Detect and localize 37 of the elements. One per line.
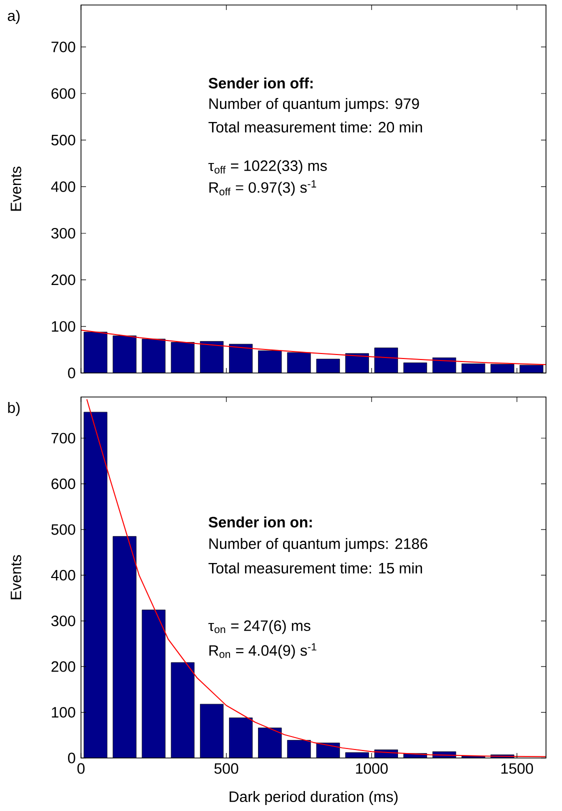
line-series bbox=[86, 398, 546, 758]
annotation: τ$_{on}$ = 247(6) ms bbox=[208, 620, 310, 634]
y-tick-label: 700 bbox=[52, 42, 76, 52]
chart-title: a) bbox=[8, 10, 20, 24]
y-tick-label: 400 bbox=[51, 570, 76, 581]
y-tick-label: 0 bbox=[68, 752, 76, 764]
y-tick-label: 500 bbox=[51, 524, 76, 535]
y-tick-label: 300 bbox=[51, 228, 76, 239]
x-tick-label: 1500 bbox=[501, 763, 534, 774]
y-tick-label: 500 bbox=[51, 134, 76, 146]
x-tick-label: 500 bbox=[214, 763, 238, 774]
y-axis-title: Events bbox=[10, 166, 22, 211]
annotation: R$_{on}$ = 4.04(9) s$^{-1}$ bbox=[209, 643, 316, 659]
annotation: Number of quantum jumps: 979 bbox=[209, 98, 419, 112]
y-tick-label: 200 bbox=[52, 274, 76, 286]
x-axis-title: Dark period duration (ms) bbox=[230, 791, 398, 805]
x-tick-label: 1000 bbox=[356, 763, 388, 774]
annotation: Total measurement time: 15 min bbox=[208, 562, 422, 574]
y-axis-title: Events bbox=[10, 555, 22, 600]
y-tick-label: 700 bbox=[52, 432, 76, 444]
annotation: Number of quantum jumps: 2186 bbox=[209, 538, 428, 552]
annotation: Sender ion off: bbox=[208, 77, 313, 88]
annotation: Sender ion on: bbox=[208, 516, 312, 528]
line-series bbox=[81, 330, 546, 366]
y-tick-label: 400 bbox=[51, 181, 76, 192]
y-tick-label: 100 bbox=[52, 321, 76, 332]
y-tick-label: 0 bbox=[68, 368, 76, 378]
x-tick-label: 0 bbox=[77, 763, 85, 774]
y-tick-label: 600 bbox=[52, 478, 76, 490]
y-tick-label: 300 bbox=[51, 616, 76, 626]
annotation: Total measurement time: 20 min bbox=[208, 121, 422, 132]
y-tick-label: 600 bbox=[52, 88, 76, 99]
annotation: τ$_{off}$ = 1022(33) ms bbox=[208, 160, 327, 174]
y-tick-label: 200 bbox=[52, 661, 76, 672]
chart-title: b) bbox=[8, 402, 20, 416]
annotation: R$_{off}$ = 0.97(3) s$^{-1}$ bbox=[209, 180, 316, 196]
y-tick-label: 100 bbox=[52, 706, 76, 718]
